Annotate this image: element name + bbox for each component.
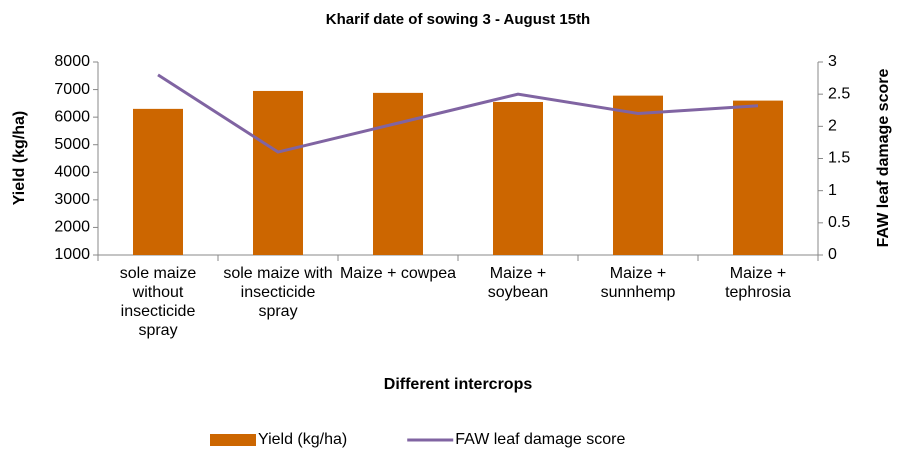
- bar: [373, 92, 423, 255]
- y2-tick-label: 2.5: [828, 85, 850, 102]
- y-tick-label: 3000: [54, 191, 90, 208]
- bar: [733, 100, 783, 255]
- y-tick-label: 6000: [54, 108, 90, 125]
- y-tick-label: 1000: [54, 246, 90, 263]
- line: [157, 73, 759, 154]
- y2-tick-label: 1: [828, 182, 837, 199]
- y2-tick-label: 3: [828, 53, 837, 70]
- bar: [133, 108, 183, 255]
- x-axis-label: Different intercrops: [384, 376, 533, 393]
- y-tick-label: 2000: [54, 219, 90, 236]
- x-tick-label: Maize + tephrosia: [725, 265, 791, 301]
- legend-label: FAW leaf damage score: [455, 431, 625, 448]
- x-tick-label: Maize + sunnhemp: [600, 265, 676, 301]
- legend-label: Yield (kg/ha): [258, 431, 347, 448]
- y2-tick-label: 0: [828, 246, 837, 263]
- y2-tick-label: 2: [828, 118, 837, 135]
- x-tick-label: sole maize with insecticide spray: [223, 265, 333, 320]
- bar: [613, 95, 663, 255]
- y-axis-label: Yield (kg/ha): [11, 111, 28, 206]
- x-tick-label: sole maize without insecticide spray: [119, 265, 197, 339]
- bar: [253, 90, 303, 255]
- bar: [493, 101, 543, 255]
- y-tick-label: 8000: [54, 53, 90, 70]
- x-tick-label: Maize + soybean: [487, 265, 549, 301]
- legend-swatch: [210, 434, 256, 446]
- y-tick-label: 4000: [54, 164, 90, 181]
- y-tick-label: 5000: [54, 136, 90, 153]
- y-tick-label: 7000: [54, 81, 90, 98]
- x-tick-label: Maize + cowpea: [339, 265, 457, 282]
- chart-title: Kharif date of sowing 3 - August 15th: [326, 11, 590, 28]
- y2-tick-label: 1.5: [828, 150, 850, 167]
- y2-tick-label: 0.5: [828, 214, 850, 231]
- y2-axis-label: FAW leaf damage score: [875, 69, 892, 248]
